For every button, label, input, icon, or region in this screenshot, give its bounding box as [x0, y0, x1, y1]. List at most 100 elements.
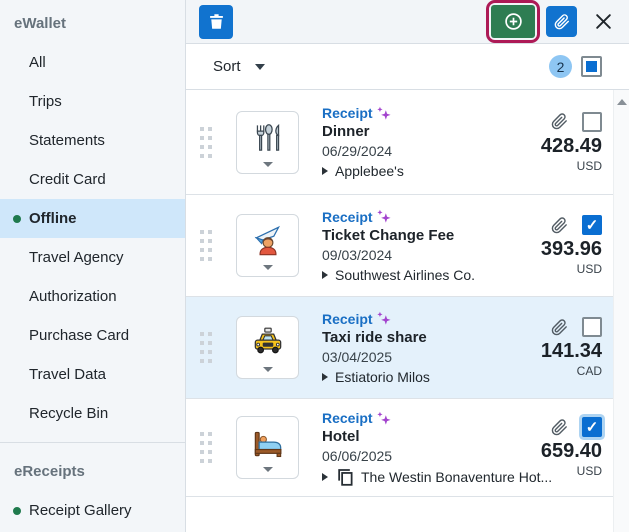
scroll-up-arrow-icon[interactable]: [616, 99, 627, 105]
currency-code: USD: [576, 262, 602, 276]
expense-type-tile[interactable]: [236, 214, 299, 277]
ewallet-panel: Sort 2: [186, 0, 629, 532]
vendor-expand[interactable]: Estiatorio Milos: [322, 368, 430, 386]
sidebar-section-label: eWallet: [14, 15, 66, 32]
row-checkbox[interactable]: [582, 317, 602, 337]
vendor-expand[interactable]: The Westin Bonaventure Hot...: [322, 467, 552, 486]
trip-copy-icon: [335, 467, 354, 486]
receipt-info: Receipt Dinner 06/29/2024 Applebee's: [322, 104, 404, 180]
paperclip-icon: [551, 418, 568, 436]
amount-value: 659.40: [540, 440, 602, 462]
receipt-link[interactable]: Receipt: [322, 409, 541, 427]
chevron-down-icon: [254, 63, 265, 70]
green-dot-icon: [13, 214, 21, 223]
ai-sparkle-icon: [376, 311, 391, 326]
sidebar-item-statements[interactable]: Statements: [29, 132, 105, 149]
row-checkbox[interactable]: [582, 215, 602, 235]
amount-value: 428.49: [540, 134, 602, 157]
sidebar-item-offline[interactable]: Offline: [0, 199, 185, 238]
receipt-row-hotel: Receipt Hotel 06/06/2025: [186, 399, 613, 497]
sidebar-item-purchase-card[interactable]: Purchase Card: [29, 327, 130, 344]
create-expense-button[interactable]: [491, 5, 535, 38]
currency-code: CAD: [576, 364, 602, 378]
row-checkbox[interactable]: [582, 111, 602, 132]
amount-block: 659.40 USD: [541, 417, 602, 478]
currency-code: USD: [576, 464, 602, 478]
vendor-expand[interactable]: Applebee's: [322, 162, 404, 180]
currency-code: USD: [576, 158, 602, 173]
row-checkbox[interactable]: [582, 417, 602, 437]
expense-type-tile[interactable]: [236, 316, 299, 379]
expense-date: 09/03/2024: [322, 246, 393, 263]
plus-circle-icon: [504, 12, 523, 31]
receipt-info: Receipt Taxi ride share 03/04/2025 Estia…: [322, 310, 430, 386]
ai-sparkle-icon: [376, 209, 391, 224]
sidebar-section-header-ewallet: eWallet: [0, 4, 185, 43]
attach-button[interactable]: [546, 6, 577, 37]
select-all-checkbox[interactable]: [581, 56, 602, 77]
chevron-down-icon: [262, 367, 273, 372]
chevron-down-icon: [262, 265, 273, 270]
vendor-name: Southwest Airlines Co.: [335, 266, 476, 283]
trash-icon: [208, 13, 225, 30]
ai-sparkle-icon: [376, 106, 391, 121]
expand-arrow-icon: [322, 167, 328, 175]
sidebar-item-travel-data[interactable]: Travel Data: [29, 366, 106, 383]
vendor-name: Estiatorio Milos: [335, 368, 430, 385]
expense-title: Dinner: [322, 123, 370, 140]
paperclip-icon: [551, 113, 568, 130]
receipt-row-ticket-change-fee: Receipt Ticket Change Fee 09/03/2024 Sou…: [186, 195, 613, 297]
sidebar-item-authorization[interactable]: Authorization: [29, 288, 117, 305]
paperclip-icon: [551, 318, 568, 336]
expand-arrow-icon: [322, 472, 328, 481]
sort-label: Sort: [213, 58, 241, 75]
sidebar-item-credit-card[interactable]: Credit Card: [29, 171, 106, 188]
sidebar-item-receipt-gallery[interactable]: Receipt Gallery: [0, 491, 185, 530]
receipt-link[interactable]: Receipt: [322, 208, 475, 226]
expand-arrow-icon: [322, 372, 328, 381]
receipt-link[interactable]: Receipt: [322, 310, 430, 328]
x-icon: [594, 12, 613, 31]
expense-type-tile[interactable]: [236, 416, 299, 479]
expense-type-tile[interactable]: [236, 110, 299, 174]
receipt-rows: Receipt Dinner 06/29/2024 Applebee's: [186, 90, 613, 497]
dining-icon: [249, 119, 287, 157]
sidebar-item-all[interactable]: All: [29, 54, 46, 71]
paperclip-icon: [551, 216, 568, 234]
receipt-row-dinner: Receipt Dinner 06/29/2024 Applebee's: [186, 90, 613, 195]
drag-handle-icon[interactable]: [200, 332, 212, 363]
sidebar-section-header-ereceipts: eReceipts: [0, 452, 185, 491]
drag-handle-icon[interactable]: [200, 432, 212, 463]
expense-title: Ticket Change Fee: [322, 226, 455, 244]
indeterminate-mark-icon: [586, 61, 597, 72]
expense-date: 03/04/2025: [322, 348, 393, 365]
paperclip-icon: [554, 13, 570, 30]
receipt-row-taxi-ride-share: Receipt Taxi ride share 03/04/2025 Estia…: [186, 297, 613, 399]
sidebar-item-travel-agency[interactable]: Travel Agency: [29, 249, 124, 266]
green-dot-icon: [13, 506, 21, 515]
delete-button[interactable]: [199, 4, 233, 39]
vendor-name: Applebee's: [335, 163, 404, 179]
drag-handle-icon[interactable]: [200, 126, 212, 158]
receipt-link[interactable]: Receipt: [322, 104, 404, 122]
sort-dropdown[interactable]: Sort: [213, 58, 265, 75]
hotel-icon: [249, 424, 287, 462]
sidebar-item-trips[interactable]: Trips: [29, 93, 62, 110]
expand-arrow-icon: [322, 270, 328, 279]
airfare-icon: [249, 222, 287, 260]
vendor-name: The Westin Bonaventure Hot...: [361, 468, 553, 485]
vendor-expand[interactable]: Southwest Airlines Co.: [322, 266, 475, 284]
drag-handle-icon[interactable]: [200, 230, 212, 261]
scrollbar-track[interactable]: [613, 90, 629, 532]
expense-title: Hotel: [322, 428, 360, 445]
receipt-info: Receipt Ticket Change Fee 09/03/2024 Sou…: [322, 208, 475, 284]
sidebar-item-recycle-bin[interactable]: Recycle Bin: [29, 405, 109, 422]
highlight-outline: [486, 0, 540, 43]
selection-controls: 2: [549, 55, 602, 78]
sidebar-divider: [0, 442, 185, 443]
close-button[interactable]: [590, 9, 616, 35]
chevron-down-icon: [262, 467, 273, 472]
amount-value: 141.34: [540, 340, 602, 362]
expense-date: 06/29/2024: [322, 143, 393, 159]
receipt-info: Receipt Hotel 06/06/2025: [322, 409, 552, 486]
